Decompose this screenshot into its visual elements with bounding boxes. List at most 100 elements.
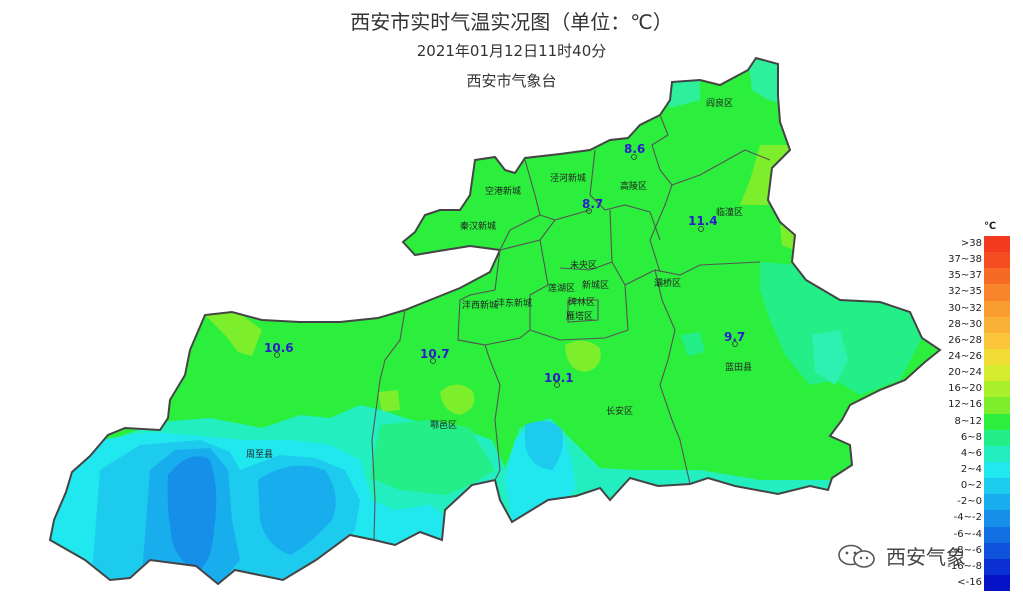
legend-swatch	[984, 300, 1010, 317]
district-boundaries	[48, 56, 942, 586]
district-label: 沣西新城	[462, 299, 498, 311]
legend-label: 0~2	[960, 480, 982, 492]
station-marker	[698, 226, 704, 232]
station-marker	[586, 208, 592, 214]
legend-label: <-16	[957, 576, 982, 588]
station-marker	[732, 341, 738, 347]
temperature-reading: 10.1	[544, 371, 574, 385]
district-label: 秦汉新城	[460, 220, 496, 232]
district-label: 新城区	[582, 279, 609, 291]
station-marker	[274, 352, 280, 358]
legend-item: -6~-4	[942, 526, 1012, 543]
wechat-icon	[838, 544, 875, 568]
legend-label: -6~-4	[953, 528, 982, 540]
legend-label: 8~12	[954, 415, 982, 427]
legend-label: 28~30	[948, 318, 982, 330]
district-label: 阎良区	[706, 97, 733, 109]
legend-item: -2~0	[942, 494, 1012, 511]
district-label: 碑林区	[568, 296, 595, 308]
map-organization: 西安市气象台	[466, 72, 557, 90]
legend-swatch	[984, 348, 1010, 366]
legend-item: 16~20	[942, 381, 1012, 398]
legend-label: 26~28	[948, 334, 982, 346]
legend-item: 32~35	[942, 284, 1012, 301]
legend-label: 4~6	[960, 447, 982, 459]
legend-label: 12~16	[948, 399, 982, 411]
legend-item: 30~32	[942, 300, 1012, 317]
legend-item: 37~38	[942, 252, 1012, 269]
legend-swatch	[984, 445, 1010, 462]
station-marker	[430, 358, 436, 364]
legend-swatch	[984, 365, 1010, 382]
legend-swatch	[984, 268, 1010, 285]
legend-item: -8~-6	[942, 542, 1012, 559]
district-label: 蓝田县	[725, 361, 752, 373]
legend-swatch	[984, 510, 1010, 527]
map-title: 西安市实时气温实况图（单位：℃）	[350, 10, 673, 34]
legend-item: 4~6	[942, 445, 1012, 462]
legend-label: -4~-2	[953, 512, 982, 524]
temperature-reading: 10.6	[264, 341, 294, 355]
watermark-text: 西安气象	[886, 545, 966, 569]
temperature-reading: 9.7	[724, 330, 745, 344]
legend-swatch	[984, 413, 1010, 430]
temperature-reading: 8.6	[624, 142, 645, 156]
legend-swatch	[984, 574, 1010, 592]
district-label: 沣东新城	[496, 297, 532, 309]
legend-swatch	[984, 542, 1010, 559]
legend-swatch	[984, 284, 1010, 301]
legend-swatch	[984, 252, 1010, 269]
legend-item: 20~24	[942, 365, 1012, 382]
district-label: 雁塔区	[566, 310, 593, 322]
legend-unit: ℃	[984, 221, 997, 232]
station-marker	[554, 382, 560, 388]
map-timestamp: 2021年01月12日11时40分	[416, 42, 607, 60]
temperature-reading: 8.7	[582, 197, 603, 211]
legend-item: 6~8	[942, 429, 1012, 446]
legend-item: >38	[942, 236, 1012, 253]
legend-label: 16~20	[948, 383, 982, 395]
district-labels: 阎良区 泾河新城 高陵区 空港新城 秦汉新城 临潼区 未央区 莲湖区 新城区 灞…	[246, 97, 752, 460]
legend-label: 20~24	[948, 367, 982, 379]
legend-item: 35~37	[942, 268, 1012, 285]
station-readings: 8.6 8.7 11.4 10.6 10.7 10.1 9.7	[264, 142, 745, 388]
legend-swatch	[984, 429, 1010, 446]
legend-item: 12~16	[942, 397, 1012, 414]
legend-swatch	[984, 494, 1010, 511]
legend-swatch	[984, 316, 1010, 333]
contour-6-8-east	[760, 262, 922, 395]
legend-label: 24~26	[948, 350, 982, 362]
legend-swatch	[984, 461, 1010, 479]
legend-item: 26~28	[942, 332, 1012, 349]
legend-item: 2~4	[942, 461, 1012, 479]
legend-label: 37~38	[948, 254, 982, 266]
watermark: 西安气象	[836, 540, 996, 572]
legend-label: -16~-8	[947, 560, 982, 572]
legend-item: -16~-8	[942, 558, 1012, 575]
district-label: 临潼区	[716, 206, 743, 218]
legend-label: -8~-6	[953, 544, 982, 556]
legend-swatch	[984, 332, 1010, 349]
district-label: 周至县	[246, 449, 273, 460]
temperature-reading: 10.7	[420, 347, 450, 361]
district-label: 空港新城	[485, 185, 521, 197]
district-label: 高陵区	[620, 180, 647, 192]
legend-swatch	[984, 558, 1010, 575]
legend-swatch	[984, 397, 1010, 414]
district-label: 灞桥区	[654, 277, 681, 289]
legend-swatch	[984, 526, 1010, 543]
district-label: 泾河新城	[550, 172, 586, 184]
legend-label: 35~37	[948, 270, 982, 282]
temperature-legend: >38 37~38 35~37 32~35 30~32 28~30 26~28 24~26 20…	[942, 236, 1012, 592]
legend-item: 24~26	[942, 348, 1012, 366]
contour-minus4-minus2	[167, 456, 217, 570]
station-marker	[631, 154, 637, 160]
district-label: 未央区	[570, 259, 597, 271]
legend-swatch	[984, 381, 1010, 398]
legend-item: 28~30	[942, 316, 1012, 333]
legend-swatch	[984, 478, 1010, 495]
legend-label: 32~35	[948, 286, 982, 298]
district-label: 鄠邑区	[430, 420, 457, 431]
legend-item: 0~2	[942, 478, 1012, 495]
